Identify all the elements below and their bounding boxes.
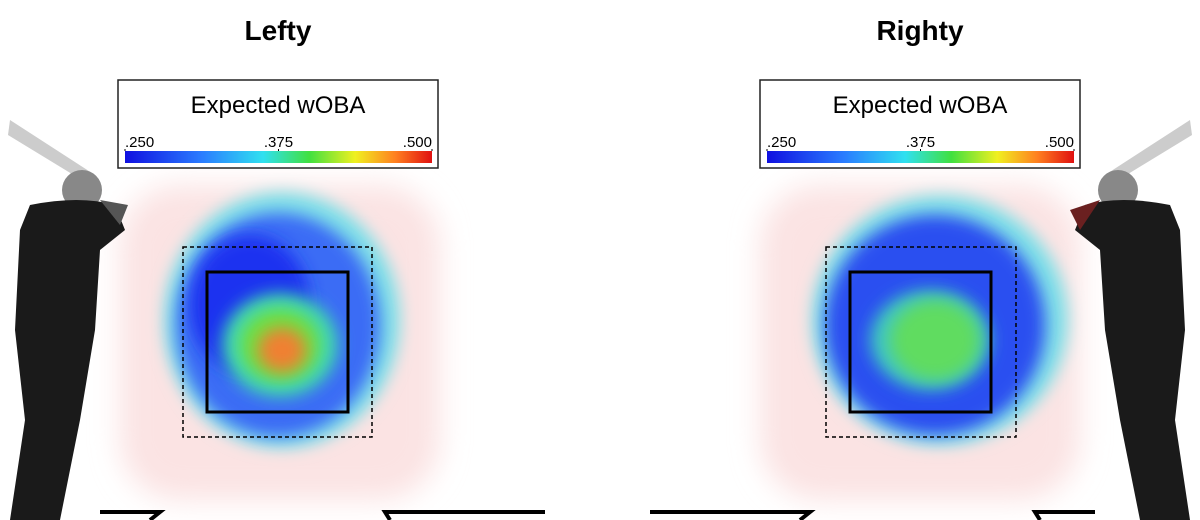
colorbar (125, 151, 432, 163)
tick-label: .250 (125, 134, 154, 151)
home-plate (100, 510, 1095, 520)
strike-zone (205, 270, 350, 414)
zone-outer (182, 246, 373, 438)
heatmap (760, 185, 1080, 500)
panel-title: Righty (876, 15, 964, 46)
legend-title: Expected wOBA (191, 92, 366, 119)
legend-title: Expected wOBA (833, 92, 1008, 119)
tick-label: .250 (767, 134, 796, 151)
colorbar (767, 151, 1074, 163)
batter-righty (1070, 120, 1192, 520)
tick-label: .500 (1045, 134, 1074, 151)
heatmap (120, 185, 440, 500)
panel-title: Lefty (245, 15, 312, 46)
tick-label: .375 (264, 134, 293, 151)
zone-outer (825, 246, 1017, 438)
tick-label: .500 (403, 134, 432, 151)
batter-lefty (8, 120, 128, 520)
strike-zone (848, 270, 993, 414)
tick-label: .375 (906, 134, 935, 151)
